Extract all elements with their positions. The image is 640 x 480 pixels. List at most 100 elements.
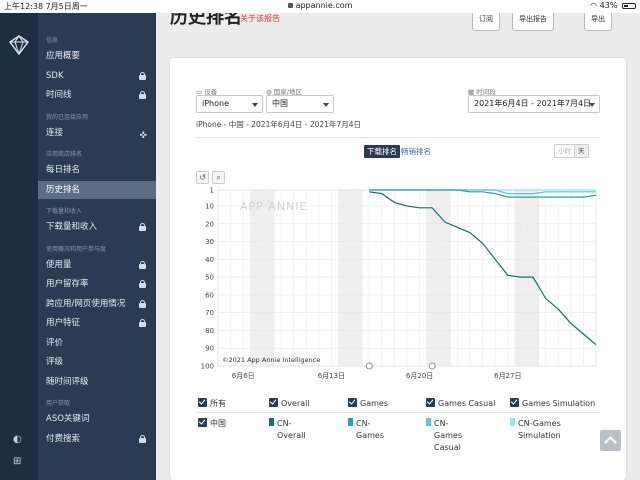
y-tick-label: 1 xyxy=(210,187,214,195)
sidebar-item[interactable]: 付费搜索 xyxy=(38,430,156,448)
watermark-text: APP ANNIE xyxy=(240,200,307,213)
sidebar-item-label: 历史排名 xyxy=(46,184,81,195)
sidebar-item[interactable]: 历史排名 xyxy=(38,180,156,199)
legend-overall-label: Overall xyxy=(281,399,310,408)
sidebar-item-label: 每日排名 xyxy=(46,165,81,175)
export-report-button[interactable]: 导出报告 xyxy=(512,13,554,31)
period-select[interactable]: 2021年6月4日 - 2021年7月4日 xyxy=(468,95,600,113)
sidebar-item-label: 用户留存率 xyxy=(46,279,89,289)
sidebar-item-label: 使用量 xyxy=(46,259,72,270)
device-select[interactable]: iPhone xyxy=(196,95,263,113)
apps-grid-icon[interactable]: ⊞ xyxy=(13,456,22,467)
sidebar-item[interactable]: SDK xyxy=(38,67,156,85)
lock-icon xyxy=(139,434,146,443)
tab-download-rank[interactable]: 下载排名 xyxy=(364,145,400,158)
chart-credit: ©2021 App Annie Intelligence xyxy=(222,356,320,364)
sidebar-item[interactable]: 用户留存率 xyxy=(38,275,156,293)
legend-series-label: CN- xyxy=(356,419,371,428)
chevron-down-icon xyxy=(589,103,595,107)
legend-games-simulation[interactable]: Games Simulation xyxy=(510,398,595,408)
sidebar-item[interactable]: 评价 xyxy=(38,334,156,352)
legend-series-cn-overall[interactable]: CN- Overall xyxy=(269,418,306,442)
sidebar-item[interactable]: 使用量 xyxy=(38,256,156,274)
checkbox-icon xyxy=(426,398,435,407)
scroll-to-top-button[interactable] xyxy=(600,430,621,451)
ranking-chart: 1 10 20 30 40 50 60 70 80 90 100 6月6日 6月13日 6月20日 6月27… xyxy=(201,187,597,380)
tab-grossing-rank[interactable]: 畅销排名 xyxy=(401,147,431,156)
sidebar-item[interactable]: 跨应用/网页使用情况 xyxy=(38,295,156,313)
breadcrumb: iPhone - 中国 - 2021年6月4日 - 2021年7月4日 xyxy=(196,120,361,129)
x-tick-label: 6月13日 xyxy=(318,372,345,380)
sidebar-item-label: 跨应用/网页使用情况 xyxy=(46,298,126,309)
legend-series-label: CN- xyxy=(277,419,292,428)
series-line xyxy=(369,191,597,346)
legend-games-label: Games xyxy=(360,399,388,408)
legend-swatch xyxy=(510,418,515,426)
y-tick-label: 20 xyxy=(205,220,214,228)
x-tick-label: 6月20日 xyxy=(406,372,433,380)
about-report-link[interactable]: 关于该报告 xyxy=(240,14,280,23)
legend-swatch xyxy=(269,418,274,426)
help-icon[interactable]: ◐ xyxy=(13,434,22,445)
device-icon: ▭ xyxy=(196,88,203,96)
app-annie-logo-icon[interactable] xyxy=(9,35,29,55)
sidebar-item[interactable]: 随时间评级 xyxy=(38,373,156,391)
divider xyxy=(196,137,600,138)
sidebar: 信息 应用概要 SDK 时间线 我的已连接应用 连接 ✜ 应用商店排名 每日排名 历史排名 下载量和… xyxy=(38,13,156,480)
lock-icon xyxy=(139,299,146,308)
sidebar-item[interactable]: 应用概要 xyxy=(38,47,156,65)
sidebar-item-label: 用户特征 xyxy=(46,318,81,328)
sidebar-item[interactable]: 评级 xyxy=(38,353,156,371)
legend-series-cn-games-simulation[interactable]: CN-Games Simulation xyxy=(510,418,561,442)
url-text: appannie.com xyxy=(295,1,353,10)
legend-series-cn-games-casual[interactable]: CN- Games Casual xyxy=(426,418,462,454)
legend-overall[interactable]: Overall xyxy=(269,398,310,408)
y-tick-label: 90 xyxy=(205,345,214,353)
sidebar-item-label: 评价 xyxy=(46,337,64,348)
sidebar-group-label: 下载量和收入 xyxy=(46,208,83,215)
legend-country[interactable]: 中国 xyxy=(198,418,226,429)
weekend-band xyxy=(338,190,363,366)
sidebar-item[interactable]: 时间线 xyxy=(38,86,156,104)
connect-icon: ✜ xyxy=(139,130,147,141)
sidebar-group-label: 信息 xyxy=(46,37,59,44)
legend-series-label: Overall xyxy=(277,431,306,440)
device-label-wrap: ▭ 设备 xyxy=(196,86,217,96)
y-tick-label: 30 xyxy=(205,238,214,246)
legend-row-china: 中国 CN- Overall CN- Games CN- Games Casual CN… xyxy=(196,418,600,458)
weekend-band xyxy=(426,190,451,366)
battery-status: ◠ 43% xyxy=(590,1,636,10)
x-tick-label: 6月6日 xyxy=(232,372,255,380)
legend-series-label: Games xyxy=(356,431,384,440)
lock-icon xyxy=(139,71,146,80)
sidebar-item[interactable]: 每日排名 xyxy=(38,161,156,179)
y-tick-label: 100 xyxy=(201,363,214,371)
country-select[interactable]: 中国 xyxy=(266,95,334,113)
battery-icon xyxy=(622,3,636,9)
sidebar-item[interactable]: 用户特征 xyxy=(38,314,156,332)
granularity-hour[interactable]: 小时 xyxy=(558,147,571,155)
sidebar-item[interactable]: 下载量和收入 xyxy=(38,218,156,236)
period-value: 2021年6月4日 - 2021年7月4日 xyxy=(474,99,592,108)
legend-all[interactable]: 所有 xyxy=(198,398,226,409)
battery-percent: 43% xyxy=(599,1,618,10)
granularity-day[interactable]: 天 xyxy=(574,145,588,157)
legend-games[interactable]: Games xyxy=(348,398,388,408)
legend-games-casual[interactable]: Games Casual xyxy=(426,398,495,408)
export-button[interactable]: 导出 xyxy=(584,13,612,31)
subscribe-button[interactable]: 订阅 xyxy=(472,13,500,31)
checkbox-icon xyxy=(510,398,519,407)
lock-icon xyxy=(139,280,146,288)
address-bar[interactable]: appannie.com xyxy=(0,1,640,10)
zoom-icon: ⌕ xyxy=(216,173,221,182)
zoom-button[interactable]: ⌕ xyxy=(212,171,225,184)
globe-icon: ◍ xyxy=(266,88,272,96)
page-title: 历史排名 xyxy=(170,13,242,28)
sidebar-item[interactable]: ASO关键词 xyxy=(38,410,156,428)
reset-zoom-button[interactable]: ↺ xyxy=(196,171,209,184)
legend-series-cn-games[interactable]: CN- Games xyxy=(348,418,384,442)
sidebar-item-label: 时间线 xyxy=(46,90,72,100)
chevron-down-icon xyxy=(323,103,329,107)
sidebar-item[interactable]: 连接 ✜ xyxy=(38,124,156,142)
checkbox-icon xyxy=(269,398,278,407)
